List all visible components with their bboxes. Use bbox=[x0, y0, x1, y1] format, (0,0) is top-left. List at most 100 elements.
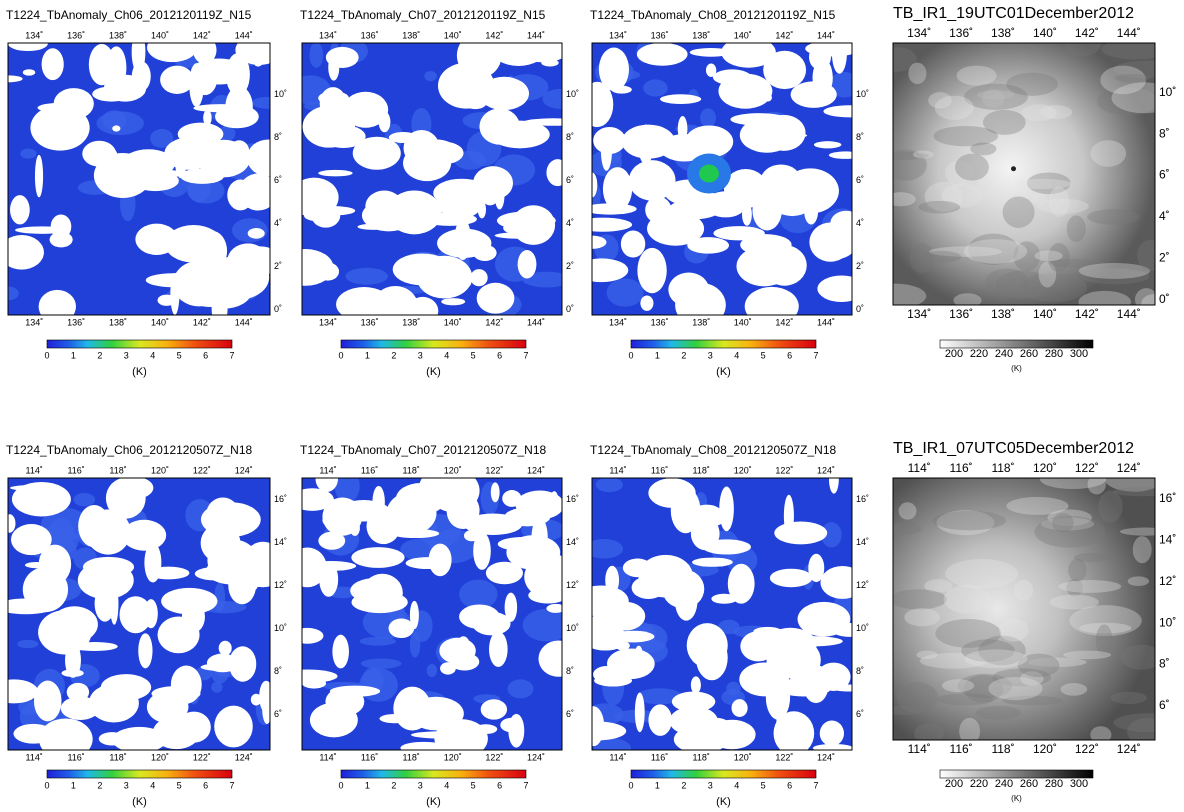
cloud bbox=[1090, 726, 1111, 743]
cloud bbox=[1067, 215, 1086, 242]
panel-title: TB_IR1_19UTC01December2012 bbox=[893, 5, 1134, 22]
field-gap bbox=[728, 564, 755, 604]
field-gap bbox=[219, 530, 227, 560]
cloud bbox=[944, 585, 991, 614]
field-light bbox=[361, 658, 402, 668]
x-tick-label-top: 134˚ bbox=[319, 30, 337, 40]
field-gap bbox=[239, 173, 278, 210]
y-tick-label: 6˚ bbox=[274, 709, 282, 719]
cloud bbox=[1114, 74, 1149, 82]
field-gap bbox=[193, 104, 248, 112]
field-gap bbox=[489, 631, 508, 667]
field-gap bbox=[171, 666, 202, 704]
colorbar-tick-label: 0 bbox=[44, 780, 49, 790]
field-gap bbox=[546, 604, 565, 613]
y-tick-label: 0˚ bbox=[274, 304, 282, 314]
x-tick-label-bottom: 114˚ bbox=[319, 752, 336, 762]
field-gap bbox=[623, 559, 652, 578]
x-tick-label-bottom: 134˚ bbox=[25, 317, 43, 327]
x-tick-label-bottom: 140˚ bbox=[734, 317, 752, 327]
y-tick-label: 6˚ bbox=[566, 175, 574, 185]
field-light bbox=[345, 268, 388, 285]
field-gap bbox=[248, 228, 265, 239]
x-tick-label-bottom: 124˚ bbox=[817, 752, 835, 762]
x-tick-label-top: 118˚ bbox=[991, 461, 1014, 475]
y-tick-label: 4˚ bbox=[856, 218, 864, 228]
colorbar-unit: (K) bbox=[132, 366, 147, 378]
x-tick-label-top: 122˚ bbox=[193, 465, 211, 475]
field-gap bbox=[581, 82, 613, 127]
colorbar-tick-label: 1 bbox=[365, 780, 370, 790]
field-gap bbox=[490, 121, 550, 149]
y-tick-label: 0˚ bbox=[856, 304, 864, 314]
eye bbox=[1011, 166, 1016, 171]
field-gap bbox=[318, 170, 352, 177]
x-tick-label-top: 120˚ bbox=[734, 465, 752, 475]
map-field bbox=[278, 30, 583, 330]
field-gap bbox=[101, 674, 151, 700]
y-tick-label: 14˚ bbox=[566, 537, 579, 547]
field-gap bbox=[637, 248, 666, 293]
field-gap bbox=[605, 566, 619, 595]
field-light bbox=[410, 632, 420, 657]
map-field bbox=[0, 477, 284, 760]
field-gap bbox=[635, 646, 643, 664]
field-gap bbox=[573, 218, 632, 232]
panel-title: T1224_TbAnomaly_Ch06_2012120119Z_N15 bbox=[6, 8, 252, 22]
y-tick-label: 10˚ bbox=[274, 89, 287, 99]
field-gap bbox=[770, 569, 812, 587]
cloud bbox=[916, 651, 937, 659]
colorbar bbox=[631, 340, 816, 348]
colorbar-tick-label: 6 bbox=[203, 780, 208, 790]
field-gap bbox=[402, 205, 413, 222]
field-gap bbox=[78, 505, 110, 547]
x-tick-label-top: 120˚ bbox=[1033, 461, 1057, 475]
colorbar-tick-label: 280 bbox=[1045, 778, 1063, 790]
x-tick-label-bottom: 120˚ bbox=[444, 752, 462, 762]
field-gap bbox=[387, 191, 442, 235]
colorbar-tick-label: 0 bbox=[338, 350, 343, 360]
field-gap bbox=[495, 181, 505, 209]
y-tick-label: 6˚ bbox=[1159, 698, 1170, 712]
field-gap bbox=[114, 477, 154, 500]
field-gap bbox=[811, 608, 835, 631]
field-gap bbox=[566, 721, 626, 740]
field-gap bbox=[719, 487, 734, 532]
colorbar-tick-label: 7 bbox=[229, 780, 234, 790]
x-tick-label-top: 134˚ bbox=[609, 30, 627, 40]
colorbar-tick-label: 240 bbox=[995, 348, 1013, 360]
x-tick-label-top: 120˚ bbox=[444, 465, 462, 475]
colorbar-tick-label: 260 bbox=[1020, 778, 1038, 790]
x-tick-label-top: 140˚ bbox=[734, 30, 752, 40]
colorbar-tick-label: 4 bbox=[444, 350, 449, 360]
field-gap bbox=[67, 683, 89, 702]
colorbar-tick-label: 1 bbox=[71, 780, 76, 790]
map-field bbox=[278, 466, 580, 766]
cloud bbox=[887, 522, 922, 535]
colorbar-tick-label: 2 bbox=[391, 780, 396, 790]
colorbar-tick-label: 6 bbox=[787, 350, 792, 360]
colorbar-unit: (K) bbox=[716, 366, 731, 378]
field-gap bbox=[351, 547, 404, 568]
field-gap bbox=[252, 50, 264, 66]
y-tick-label: 16˚ bbox=[274, 494, 287, 504]
x-tick-label-bottom: 118˚ bbox=[109, 752, 126, 762]
colorbar-tick-label: 4 bbox=[150, 780, 155, 790]
field-gap bbox=[338, 500, 389, 522]
y-tick-label: 2˚ bbox=[274, 261, 282, 271]
y-tick-label: 10˚ bbox=[566, 623, 579, 633]
field-gap bbox=[158, 616, 200, 653]
field-gap bbox=[831, 684, 869, 691]
field-gap bbox=[23, 69, 35, 75]
map bbox=[278, 30, 583, 348]
field-gap bbox=[13, 724, 53, 744]
y-tick-label: 14˚ bbox=[856, 537, 869, 547]
cloud bbox=[918, 201, 960, 214]
field-gap bbox=[648, 478, 695, 508]
field-light bbox=[507, 679, 533, 698]
x-tick-label-bottom: 118˚ bbox=[403, 752, 420, 762]
cloud bbox=[1110, 692, 1146, 704]
field-gap bbox=[441, 298, 465, 305]
field-gap bbox=[343, 92, 388, 128]
field-gap bbox=[675, 581, 698, 621]
